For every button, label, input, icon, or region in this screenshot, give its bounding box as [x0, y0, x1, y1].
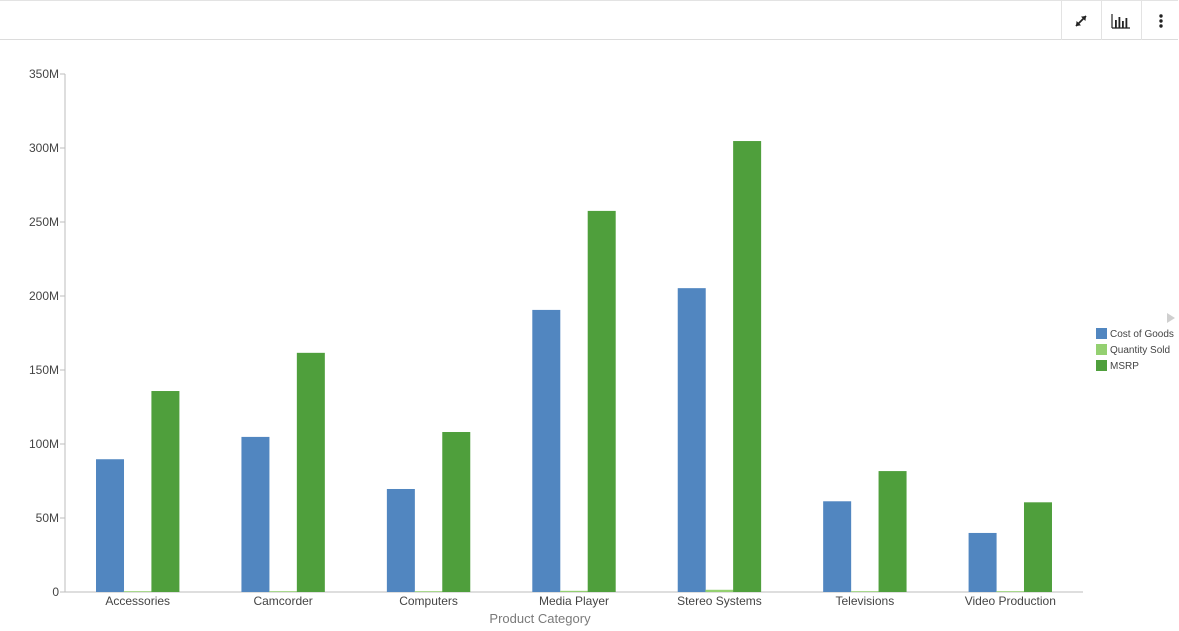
expand-icon — [1075, 14, 1087, 27]
bar-cost-of-goods[interactable] — [386, 488, 415, 592]
legend: Cost of Goods Quantity Sold MSRP — [1096, 313, 1175, 372]
legend-label: MSRP — [1110, 361, 1139, 372]
x-tick-label: Accessories — [105, 594, 170, 608]
bar-cost-of-goods[interactable] — [241, 436, 270, 592]
y-tick-label: 300M — [29, 141, 59, 155]
bar-msrp[interactable] — [1023, 502, 1052, 592]
bar-quantity-sold[interactable] — [414, 591, 443, 592]
x-tick-label: Stereo Systems — [677, 594, 762, 608]
more-options-button[interactable] — [1141, 1, 1179, 40]
x-tick-label: Media Player — [539, 594, 609, 608]
expand-button[interactable] — [1061, 1, 1100, 40]
bar-quantity-sold[interactable] — [996, 591, 1025, 592]
bar-msrp[interactable] — [442, 432, 471, 592]
bar-msrp[interactable] — [151, 391, 180, 592]
x-axis-title: Product Category — [489, 611, 591, 626]
legend-label: Cost of Goods — [1110, 329, 1174, 340]
bar-cost-of-goods[interactable] — [968, 532, 997, 592]
y-tick-label: 100M — [29, 437, 59, 451]
legend-scroll-arrow-icon[interactable] — [1167, 313, 1175, 323]
bar-cost-of-goods[interactable] — [677, 288, 706, 592]
legend-swatch — [1096, 344, 1107, 355]
bar-msrp[interactable] — [878, 471, 907, 592]
x-tick-label: Camcorder — [253, 594, 312, 608]
legend-swatch — [1096, 328, 1107, 339]
bar-quantity-sold[interactable] — [269, 591, 298, 592]
y-tick-label: 250M — [29, 215, 59, 229]
bar-msrp[interactable] — [587, 210, 616, 592]
y-tick-label: 200M — [29, 289, 59, 303]
bars — [96, 141, 1052, 593]
bar-chart-icon — [1111, 13, 1130, 29]
x-tick-label: Video Production — [965, 594, 1056, 608]
bar-cost-of-goods[interactable] — [532, 309, 561, 592]
bar-quantity-sold[interactable] — [850, 591, 879, 592]
bar-quantity-sold[interactable] — [123, 591, 152, 592]
bar-cost-of-goods[interactable] — [96, 459, 125, 592]
legend-label: Quantity Sold — [1110, 345, 1170, 356]
bar-quantity-sold[interactable] — [560, 590, 588, 592]
x-axis: Accessories Camcorder Computers Media Playe… — [65, 591, 1083, 608]
x-tick-label: Computers — [399, 594, 458, 608]
y-axis: 0 50M 100M 150M 200M 250M 300M 350M — [29, 67, 66, 599]
y-tick-label: 0 — [52, 585, 59, 599]
y-tick-label: 350M — [29, 67, 59, 81]
chart-type-button[interactable] — [1101, 1, 1140, 40]
y-tick-label: 150M — [29, 363, 59, 377]
x-tick-label: Televisions — [836, 594, 895, 608]
bar-msrp[interactable] — [296, 352, 325, 592]
bar-msrp[interactable] — [733, 141, 762, 593]
chart-toolbar — [0, 0, 1178, 40]
bar-quantity-sold[interactable] — [705, 589, 734, 592]
y-tick-label: 50M — [36, 511, 59, 525]
bar-cost-of-goods[interactable] — [823, 501, 852, 592]
vertical-ellipsis-icon — [1159, 13, 1163, 28]
legend-swatch — [1096, 360, 1107, 371]
